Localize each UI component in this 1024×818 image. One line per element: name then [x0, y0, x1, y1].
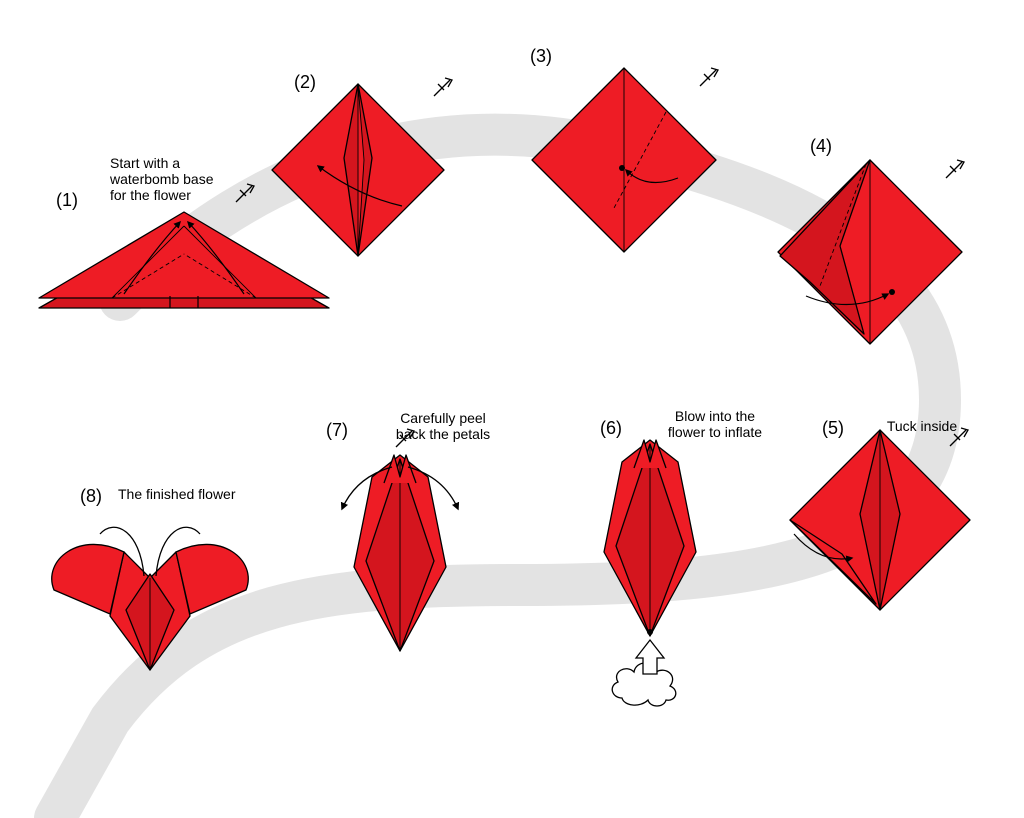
- turn-over-icon: [700, 68, 718, 86]
- step-7-caption: Carefully peelback the petals: [368, 410, 518, 442]
- step-1-label: (1): [56, 190, 78, 211]
- step-6-label: (6): [600, 418, 622, 439]
- step-8-caption: The finished flower: [118, 486, 298, 502]
- step-4-label: (4): [810, 136, 832, 157]
- origami-diagram: (1) Start with awaterbomb basefor the flo…: [0, 0, 1024, 818]
- step-5-label: (5): [822, 418, 844, 439]
- step-7: [342, 429, 458, 651]
- turn-over-icon: [946, 160, 964, 178]
- blow-icon: [612, 629, 676, 706]
- step-8-label: (8): [80, 486, 102, 507]
- step-6: [604, 440, 696, 706]
- step-7-label: (7): [326, 420, 348, 441]
- step-5-caption: Tuck inside: [862, 418, 982, 434]
- step-6-caption: Blow into theflower to inflate: [640, 408, 790, 440]
- step-2-label: (2): [294, 72, 316, 93]
- step-3-label: (3): [530, 46, 552, 67]
- turn-over-icon: [434, 78, 452, 96]
- step-1-caption: Start with awaterbomb basefor the flower: [110, 155, 250, 203]
- step-2: [272, 78, 452, 256]
- step-3: [532, 68, 718, 252]
